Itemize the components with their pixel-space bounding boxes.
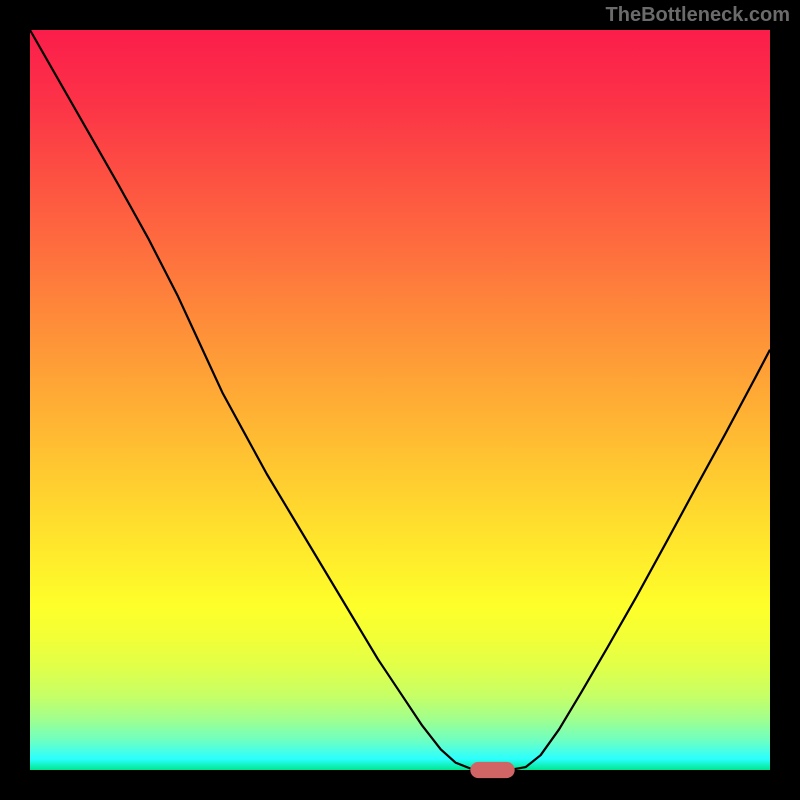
plot-background xyxy=(30,30,770,770)
chart-container: TheBottleneck.com xyxy=(0,0,800,800)
gradient-curve-chart xyxy=(0,0,800,800)
optimal-point-marker xyxy=(470,762,514,778)
watermark-text: TheBottleneck.com xyxy=(606,4,790,27)
